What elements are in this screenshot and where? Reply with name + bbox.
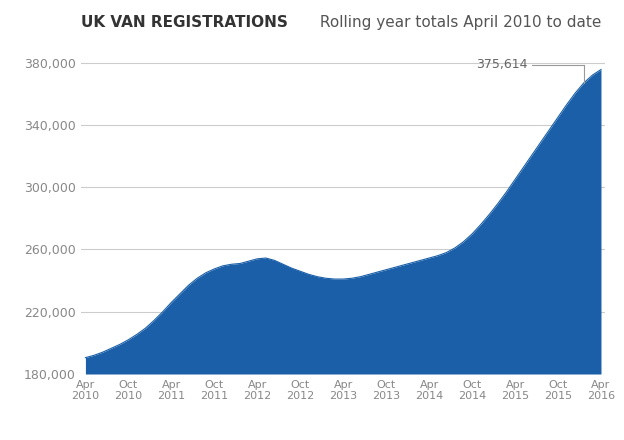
Text: UK VAN REGISTRATIONS: UK VAN REGISTRATIONS (81, 15, 288, 30)
Text: Rolling year totals April 2010 to date: Rolling year totals April 2010 to date (315, 15, 602, 30)
Text: 375,614: 375,614 (477, 59, 528, 71)
